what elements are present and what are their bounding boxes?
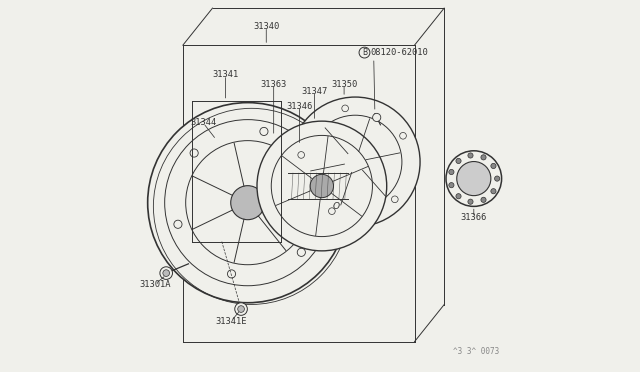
Circle shape	[230, 186, 265, 220]
Circle shape	[163, 270, 170, 276]
Circle shape	[457, 161, 491, 196]
Text: ^3 3^ 0073: ^3 3^ 0073	[454, 347, 500, 356]
Circle shape	[257, 121, 387, 251]
Circle shape	[400, 132, 406, 139]
Circle shape	[495, 176, 500, 181]
Circle shape	[310, 174, 333, 198]
Circle shape	[491, 189, 496, 194]
Circle shape	[481, 197, 486, 202]
Circle shape	[164, 120, 331, 286]
Circle shape	[235, 303, 248, 315]
Circle shape	[456, 158, 461, 164]
Circle shape	[372, 113, 381, 122]
Circle shape	[468, 199, 473, 204]
Text: 31341: 31341	[212, 70, 239, 79]
Text: 31346: 31346	[287, 102, 313, 111]
Text: 31344: 31344	[190, 119, 216, 128]
Circle shape	[260, 127, 268, 135]
Circle shape	[291, 97, 420, 227]
Text: 31350: 31350	[331, 80, 357, 89]
Circle shape	[481, 155, 486, 160]
Circle shape	[271, 135, 372, 237]
Circle shape	[237, 306, 244, 312]
Circle shape	[456, 194, 461, 199]
Circle shape	[190, 149, 198, 157]
Circle shape	[298, 152, 305, 158]
Text: 31341E: 31341E	[215, 317, 247, 326]
Circle shape	[342, 105, 348, 112]
Circle shape	[491, 163, 496, 169]
Text: O: O	[333, 202, 340, 211]
Circle shape	[449, 169, 454, 174]
Circle shape	[314, 177, 321, 185]
Circle shape	[308, 115, 402, 209]
Text: 31301A: 31301A	[140, 280, 171, 289]
Circle shape	[392, 196, 398, 203]
Circle shape	[468, 153, 473, 158]
Circle shape	[297, 248, 305, 256]
Text: 31340: 31340	[253, 22, 280, 31]
Circle shape	[446, 151, 502, 206]
Circle shape	[160, 267, 173, 279]
Circle shape	[186, 141, 310, 265]
Text: 31347: 31347	[301, 87, 328, 96]
Circle shape	[174, 220, 182, 228]
Circle shape	[227, 270, 236, 278]
Circle shape	[449, 183, 454, 188]
Circle shape	[328, 208, 335, 215]
Text: 08120-62010: 08120-62010	[370, 48, 428, 57]
Text: B: B	[362, 48, 367, 57]
Circle shape	[345, 151, 365, 172]
Circle shape	[148, 103, 348, 303]
Text: 31366: 31366	[461, 213, 487, 222]
Text: 31363: 31363	[260, 80, 287, 89]
